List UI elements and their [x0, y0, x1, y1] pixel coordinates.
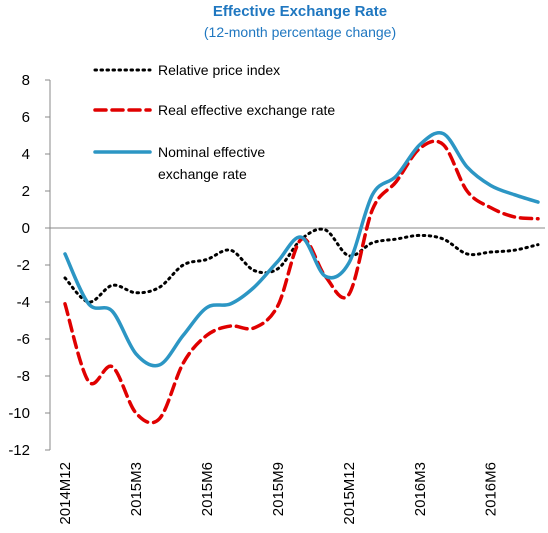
chart-title: Effective Exchange Rate [213, 3, 387, 20]
legend-label: Relative price index [158, 62, 281, 78]
x-tick-label: 2015M9 [270, 462, 287, 516]
y-tick-label: -2 [17, 257, 30, 274]
y-tick-label: -4 [17, 294, 30, 311]
legend-label: Real effective exchange rate [158, 102, 336, 118]
series-line [63, 131, 540, 368]
x-tick-label: 2015M6 [199, 462, 216, 516]
y-tick-label: 6 [22, 109, 30, 126]
x-tick-label: 2014M12 [57, 462, 74, 525]
x-tick-label: 2015M3 [128, 462, 145, 516]
y-tick-label: -10 [8, 405, 30, 422]
y-tick-label: 2 [22, 183, 30, 200]
y-tick-label: 0 [22, 220, 30, 237]
legend-label: Nominal effective exchange rate [158, 144, 266, 182]
x-tick-label: 2016M3 [412, 462, 429, 516]
y-tick-label: -8 [17, 368, 30, 385]
x-tick-label: 2015M12 [341, 462, 358, 525]
chart-subtitle: (12-month percentage change) [204, 24, 396, 40]
x-tick-label: 2016M6 [483, 462, 500, 516]
y-tick-label: -12 [8, 442, 30, 459]
y-tick-label: 4 [22, 146, 30, 163]
y-tick-label: 8 [22, 72, 30, 89]
y-tick-label: -6 [17, 331, 30, 348]
